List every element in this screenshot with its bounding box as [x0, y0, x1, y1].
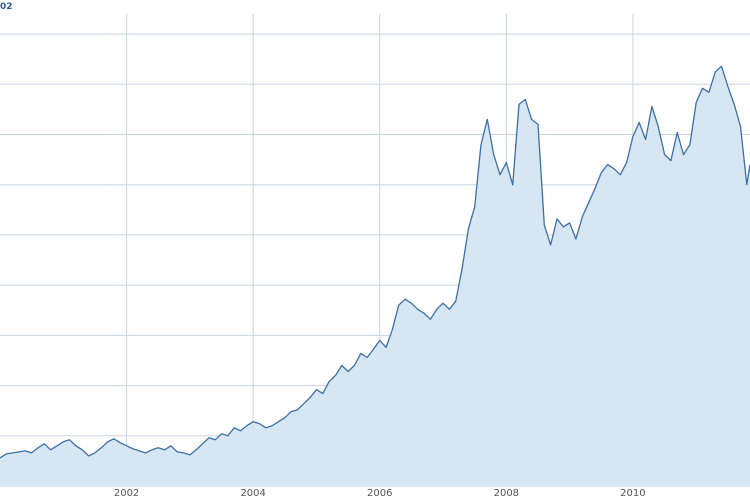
- series-fill: [0, 66, 750, 486]
- series-area: [0, 65, 750, 486]
- x-tick-label: 2002: [114, 488, 139, 499]
- x-tick-label: 2008: [494, 488, 519, 499]
- x-tick-label: 2010: [620, 488, 645, 499]
- x-axis-ticks: 2002 2004 2006 2008 2010: [114, 488, 646, 499]
- series-line: [0, 65, 750, 459]
- x-tick-label: 2004: [240, 488, 265, 499]
- x-tick-label: 2006: [367, 488, 392, 499]
- corner-label: 02: [0, 2, 13, 12]
